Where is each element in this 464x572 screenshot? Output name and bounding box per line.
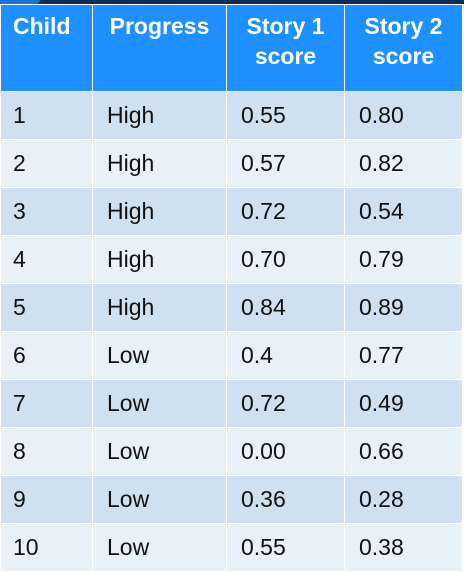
- cell-progress: High: [92, 91, 227, 140]
- cell-story2: 0.28: [344, 475, 463, 524]
- cell-progress: Low: [92, 379, 227, 428]
- table-row: 4 High 0.70 0.79: [0, 235, 463, 284]
- top-banner-strip: [0, 0, 464, 4]
- cell-progress: High: [92, 187, 227, 236]
- cell-child: 4: [0, 235, 93, 284]
- scores-table: Child Progress Story 1 score Story 2 sco…: [0, 4, 463, 572]
- table-row: 3 High 0.72 0.54: [0, 187, 463, 236]
- cell-story2: 0.89: [344, 283, 463, 332]
- cell-child: 3: [0, 187, 93, 236]
- cell-story2: 0.80: [344, 91, 463, 140]
- cell-progress: Low: [92, 427, 227, 476]
- cell-story2: 0.79: [344, 235, 463, 284]
- header-story1-line2: score: [254, 43, 317, 69]
- cell-story1: 0.72: [226, 187, 345, 236]
- header-story1: Story 1 score: [226, 4, 345, 92]
- table-row: 7 Low 0.72 0.49: [0, 379, 463, 428]
- header-progress: Progress: [92, 4, 227, 92]
- cell-story2: 0.66: [344, 427, 463, 476]
- cell-story2: 0.54: [344, 187, 463, 236]
- cell-progress: High: [92, 283, 227, 332]
- table-row: 2 High 0.57 0.82: [0, 139, 463, 188]
- header-row: Child Progress Story 1 score Story 2 sco…: [0, 4, 463, 92]
- cell-child: 1: [0, 91, 93, 140]
- table-row: 8 Low 0.00 0.66: [0, 427, 463, 476]
- cell-child: 8: [0, 427, 93, 476]
- cell-child: 5: [0, 283, 93, 332]
- cell-child: 7: [0, 379, 93, 428]
- cell-progress: Low: [92, 475, 227, 524]
- cell-story2: 0.49: [344, 379, 463, 428]
- cell-story1: 0.55: [226, 523, 345, 572]
- header-story2-line1: Story 2: [364, 13, 443, 39]
- cell-child: 10: [0, 523, 93, 572]
- top-banner-accent: [0, 0, 40, 4]
- table-row: 9 Low 0.36 0.28: [0, 475, 463, 524]
- cell-story2: 0.82: [344, 139, 463, 188]
- cell-story2: 0.77: [344, 331, 463, 380]
- cell-progress: Low: [92, 523, 227, 572]
- cell-story1: 0.55: [226, 91, 345, 140]
- table-row: 1 High 0.55 0.80: [0, 91, 463, 140]
- cell-progress: High: [92, 235, 227, 284]
- table-row: 5 High 0.84 0.89: [0, 283, 463, 332]
- table-body: 1 High 0.55 0.80 2 High 0.57 0.82 3 High…: [0, 91, 463, 572]
- cell-child: 2: [0, 139, 93, 188]
- cell-story1: 0.00: [226, 427, 345, 476]
- cell-story1: 0.36: [226, 475, 345, 524]
- header-story1-line1: Story 1: [246, 13, 325, 39]
- cell-story1: 0.4: [226, 331, 345, 380]
- cell-story1: 0.84: [226, 283, 345, 332]
- cell-progress: High: [92, 139, 227, 188]
- table-row: 10 Low 0.55 0.38: [0, 523, 463, 572]
- cell-story2: 0.38: [344, 523, 463, 572]
- cell-story1: 0.70: [226, 235, 345, 284]
- cell-child: 6: [0, 331, 93, 380]
- table-row: 6 Low 0.4 0.77: [0, 331, 463, 380]
- cell-story1: 0.57: [226, 139, 345, 188]
- cell-child: 9: [0, 475, 93, 524]
- header-child: Child: [0, 4, 93, 92]
- cell-progress: Low: [92, 331, 227, 380]
- header-story2-line2: score: [372, 43, 435, 69]
- cell-story1: 0.72: [226, 379, 345, 428]
- header-story2: Story 2 score: [344, 4, 463, 92]
- table-header: Child Progress Story 1 score Story 2 sco…: [0, 4, 463, 92]
